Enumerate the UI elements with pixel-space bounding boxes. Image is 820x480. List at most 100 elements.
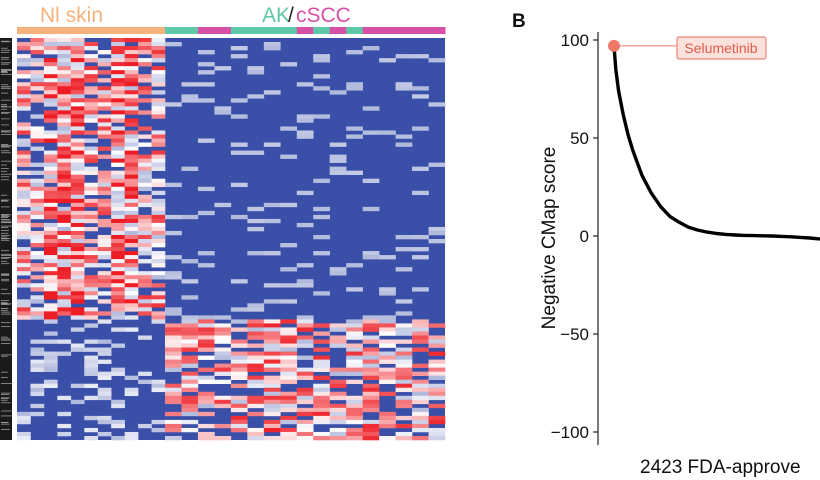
- heatmap-cell: [124, 222, 139, 228]
- heatmap-cell: [346, 431, 363, 437]
- heatmap-cell: [111, 311, 125, 316]
- heatmap-cell: [181, 355, 199, 360]
- heatmap-cell: [17, 226, 31, 232]
- heatmap-cell: [412, 435, 429, 441]
- heatmap-cell: [111, 138, 125, 143]
- heatmap-cell: [84, 90, 99, 95]
- heatmap-cell: [181, 379, 199, 385]
- heatmap-cell: [111, 114, 125, 119]
- heatmap-cell: [151, 311, 166, 316]
- annotation-cscc: [329, 27, 347, 34]
- heatmap-cell: [70, 206, 85, 212]
- heatmap-cell: [138, 166, 152, 171]
- heatmap-cell: [165, 323, 182, 328]
- heatmap-cell: [362, 403, 380, 409]
- heatmap-cell: [124, 283, 139, 288]
- heatmap-cell: [84, 415, 99, 421]
- row-sidebar-tick: [1, 58, 9, 60]
- row-sidebar-tick: [1, 338, 11, 340]
- row-sidebar-tick: [1, 355, 8, 357]
- row-sidebar-tick: [1, 73, 12, 75]
- heatmap-cell: [346, 363, 363, 368]
- heatmap-cell: [296, 319, 314, 324]
- heatmap-cell: [395, 311, 413, 316]
- heatmap-cell: [214, 106, 232, 111]
- heatmap-cell: [70, 42, 85, 47]
- heatmap-cell: [428, 335, 446, 340]
- heatmap-cell: [17, 150, 31, 155]
- heatmap-cell: [280, 283, 298, 288]
- heatmap-cell: [263, 427, 281, 433]
- heatmap-cell: [30, 146, 45, 151]
- heatmap-cell: [412, 371, 429, 376]
- y-tick-label: −50: [560, 325, 589, 344]
- heatmap-cell: [214, 315, 232, 320]
- heatmap-cell: [247, 226, 265, 232]
- heatmap-cell: [165, 339, 182, 344]
- y-axis-ticks: 100 50 0 −50 −100: [551, 31, 598, 442]
- heatmap-cell: [263, 142, 281, 147]
- heatmap-cell: [296, 355, 314, 360]
- heatmap-cell: [412, 166, 429, 171]
- heatmap-cell: [138, 158, 152, 163]
- panel-label-b: B: [512, 11, 526, 32]
- heatmap-cell: [138, 74, 152, 79]
- heatmap-cell: [230, 407, 248, 413]
- heatmap-cell: [280, 343, 298, 348]
- heatmap-cell: [57, 154, 72, 159]
- heatmap-cell: [30, 315, 45, 320]
- heatmap-cell: [138, 234, 152, 240]
- heatmap-cell: [165, 423, 182, 429]
- heatmap-cell: [197, 435, 215, 441]
- heatmap-cell: [313, 74, 331, 79]
- heatmap-cell: [181, 339, 199, 344]
- row-sidebar-tick: [1, 131, 11, 133]
- heatmap-cell: [43, 114, 58, 119]
- row-sidebar-tick: [1, 200, 8, 201]
- heatmap-cell: [57, 82, 72, 87]
- heatmap-cell: [247, 66, 265, 71]
- heatmap-cell: [329, 411, 347, 417]
- heatmap-cell: [230, 427, 248, 433]
- heatmap-cell: [124, 134, 139, 139]
- heatmap-cell: [313, 403, 331, 409]
- heatmap-cell: [70, 247, 85, 252]
- heatmap-cell: [70, 234, 85, 240]
- heatmap-cell: [111, 174, 125, 179]
- heatmap-cell: [17, 230, 31, 236]
- heatmap-cell: [124, 239, 139, 244]
- heatmap-cell: [280, 327, 298, 332]
- heatmap-cell: [151, 383, 166, 389]
- heatmap-cell: [165, 335, 182, 340]
- heatmap-cell: [181, 327, 199, 332]
- heatmap-cell: [329, 166, 347, 171]
- heatmap-cell: [43, 50, 58, 55]
- heatmap-cell: [296, 395, 314, 401]
- heatmap-cell: [84, 218, 99, 224]
- heatmap-cell: [151, 226, 166, 232]
- heatmap-cell: [30, 403, 45, 409]
- heatmap-cell: [346, 263, 363, 268]
- heatmap-cell: [247, 150, 265, 155]
- heatmap-cell: [395, 371, 413, 376]
- heatmap-cell: [124, 230, 139, 236]
- heatmap-cell: [165, 347, 182, 352]
- heatmap-cell: [111, 307, 125, 312]
- heatmap-cell: [151, 42, 166, 47]
- heatmap-cell: [247, 399, 265, 405]
- heatmap-cell: [362, 387, 380, 393]
- heatmap-cell: [70, 102, 85, 107]
- heatmap-cell: [329, 154, 347, 159]
- heatmap-cell: [346, 411, 363, 417]
- heatmap-cell: [17, 299, 31, 304]
- heatmap-cell: [17, 178, 31, 184]
- heatmap-cell: [280, 126, 298, 131]
- row-sidebar-tick: [1, 217, 9, 218]
- heatmap-cell: [329, 158, 347, 163]
- heatmap-cell: [428, 403, 446, 409]
- heatmap-cell: [151, 275, 166, 280]
- heatmap-cell: [296, 431, 314, 437]
- heatmap-cell: [124, 66, 139, 71]
- heatmap-cell: [57, 299, 72, 304]
- heatmap-cell: [214, 202, 232, 208]
